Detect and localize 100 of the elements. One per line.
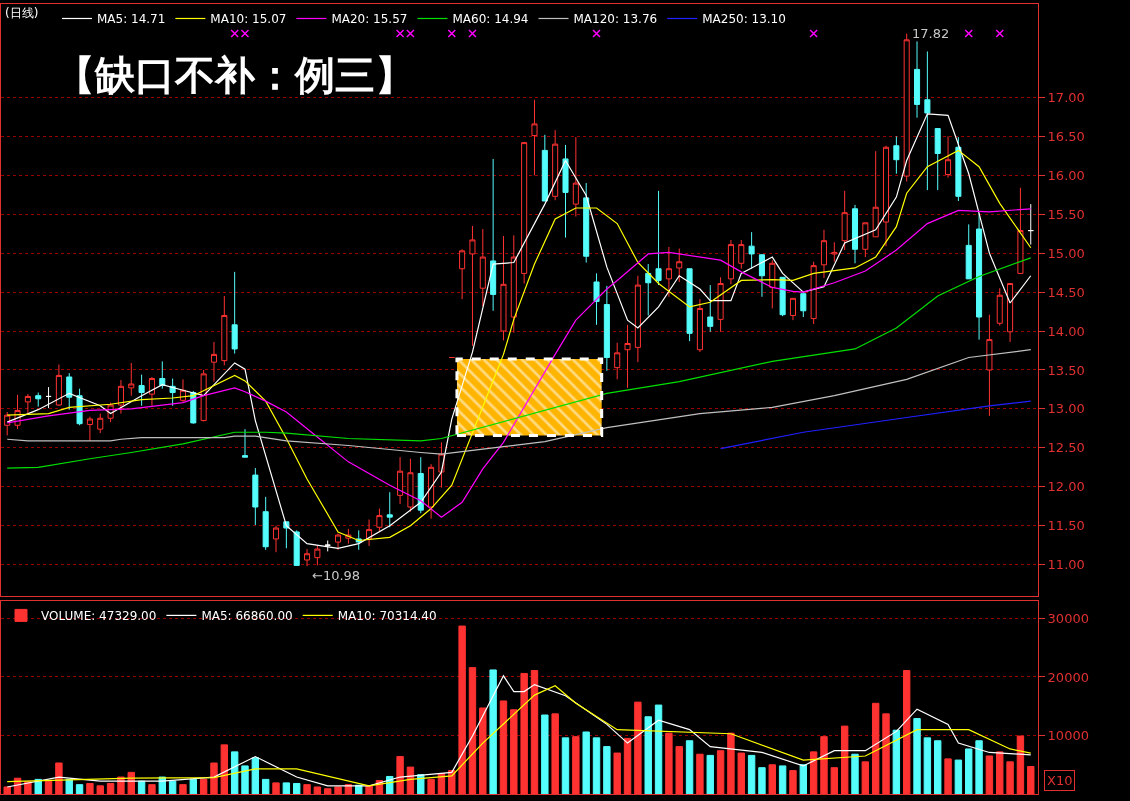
bar [747,754,756,795]
candlestick [407,458,414,513]
bar [996,751,1004,795]
bar [582,731,590,795]
candlestick [779,276,786,317]
bar [934,740,942,795]
candlestick [335,532,342,551]
bar [86,782,94,795]
y-tick-label: 13.00 [1047,401,1085,417]
bar [417,774,425,795]
candlestick [562,144,569,239]
y-tick-label: 14.00 [1047,323,1085,339]
candlestick [624,324,631,389]
bar [737,752,745,795]
bar [1016,735,1025,795]
legend-label: VOLUME: 47329.00 [41,609,157,624]
bar [644,716,652,795]
line-series [6,349,1032,455]
bar [241,765,249,795]
bar [148,784,156,795]
candlestick [210,341,218,383]
candlestick [955,136,962,202]
bar [179,784,187,795]
y-tick-label: 17.00 [1047,89,1085,105]
candlestick [417,456,424,514]
y-tick-label: 10000 [1047,728,1089,744]
bar [851,753,859,795]
bar [799,764,808,795]
bar [840,725,849,795]
y-tick-label: 11.50 [1047,518,1085,534]
bar [758,767,766,795]
chart-subtitle: (日线) [5,6,39,20]
candlestick [479,228,486,307]
line-series [719,400,1032,450]
candlestick [200,369,207,422]
candlestick [117,379,124,415]
candlestick [810,261,817,325]
annotation: ←10.98 [312,568,361,583]
bar [75,784,84,795]
y-tick-label: 30000 [1047,611,1089,626]
annotation: 17.82 [912,26,950,41]
candlestick [800,293,807,318]
bar [365,785,373,795]
bar [210,762,218,795]
y-tick-label: 15.00 [1047,245,1085,261]
candlestick [676,248,683,283]
text: X10 [1047,773,1073,788]
candlestick [148,376,155,407]
y-tick-label: 16.00 [1047,167,1085,183]
bar [1006,761,1014,795]
y-tick-label: 13.50 [1047,362,1085,378]
bar [168,780,177,795]
bar [809,751,818,795]
candlestick [645,263,652,316]
bar [313,786,322,795]
bar [985,755,994,795]
bar [1027,766,1035,795]
bar [965,748,973,795]
candlestick [262,496,269,551]
candlestick [893,135,900,175]
candlestick [862,222,869,258]
candlestick [97,413,104,434]
bar [716,750,725,795]
candlestick [903,33,910,183]
bar [272,782,280,795]
bar [902,670,911,795]
candlestick [221,295,228,366]
bar [789,770,797,795]
bar [685,740,694,795]
bar [489,669,497,795]
candlestick [469,225,476,347]
candlestick [727,239,734,285]
bar [923,737,932,795]
candlestick [696,298,703,353]
candlestick [1017,187,1024,274]
candlestick [1007,283,1014,343]
candlestick [293,529,300,566]
y-tick-label: 15.50 [1047,206,1085,222]
line-series [6,208,1032,518]
candlestick [965,223,972,280]
bar [251,757,260,795]
candlestick [521,142,528,285]
candlestick [986,314,993,417]
bar [727,732,735,795]
bar [623,737,632,795]
bar [334,786,342,795]
candlestick [252,467,259,526]
bar [603,746,611,795]
bar [324,788,332,795]
y-tick-label: 12.50 [1047,440,1085,456]
candlestick [314,544,321,566]
candlestick [945,135,952,179]
bar [24,781,32,795]
bar [261,778,270,795]
candlestick [572,136,579,218]
candlestick [924,50,931,191]
candlestick [552,129,559,201]
candlestick [241,428,249,458]
bar [696,753,704,795]
bar [510,709,518,795]
